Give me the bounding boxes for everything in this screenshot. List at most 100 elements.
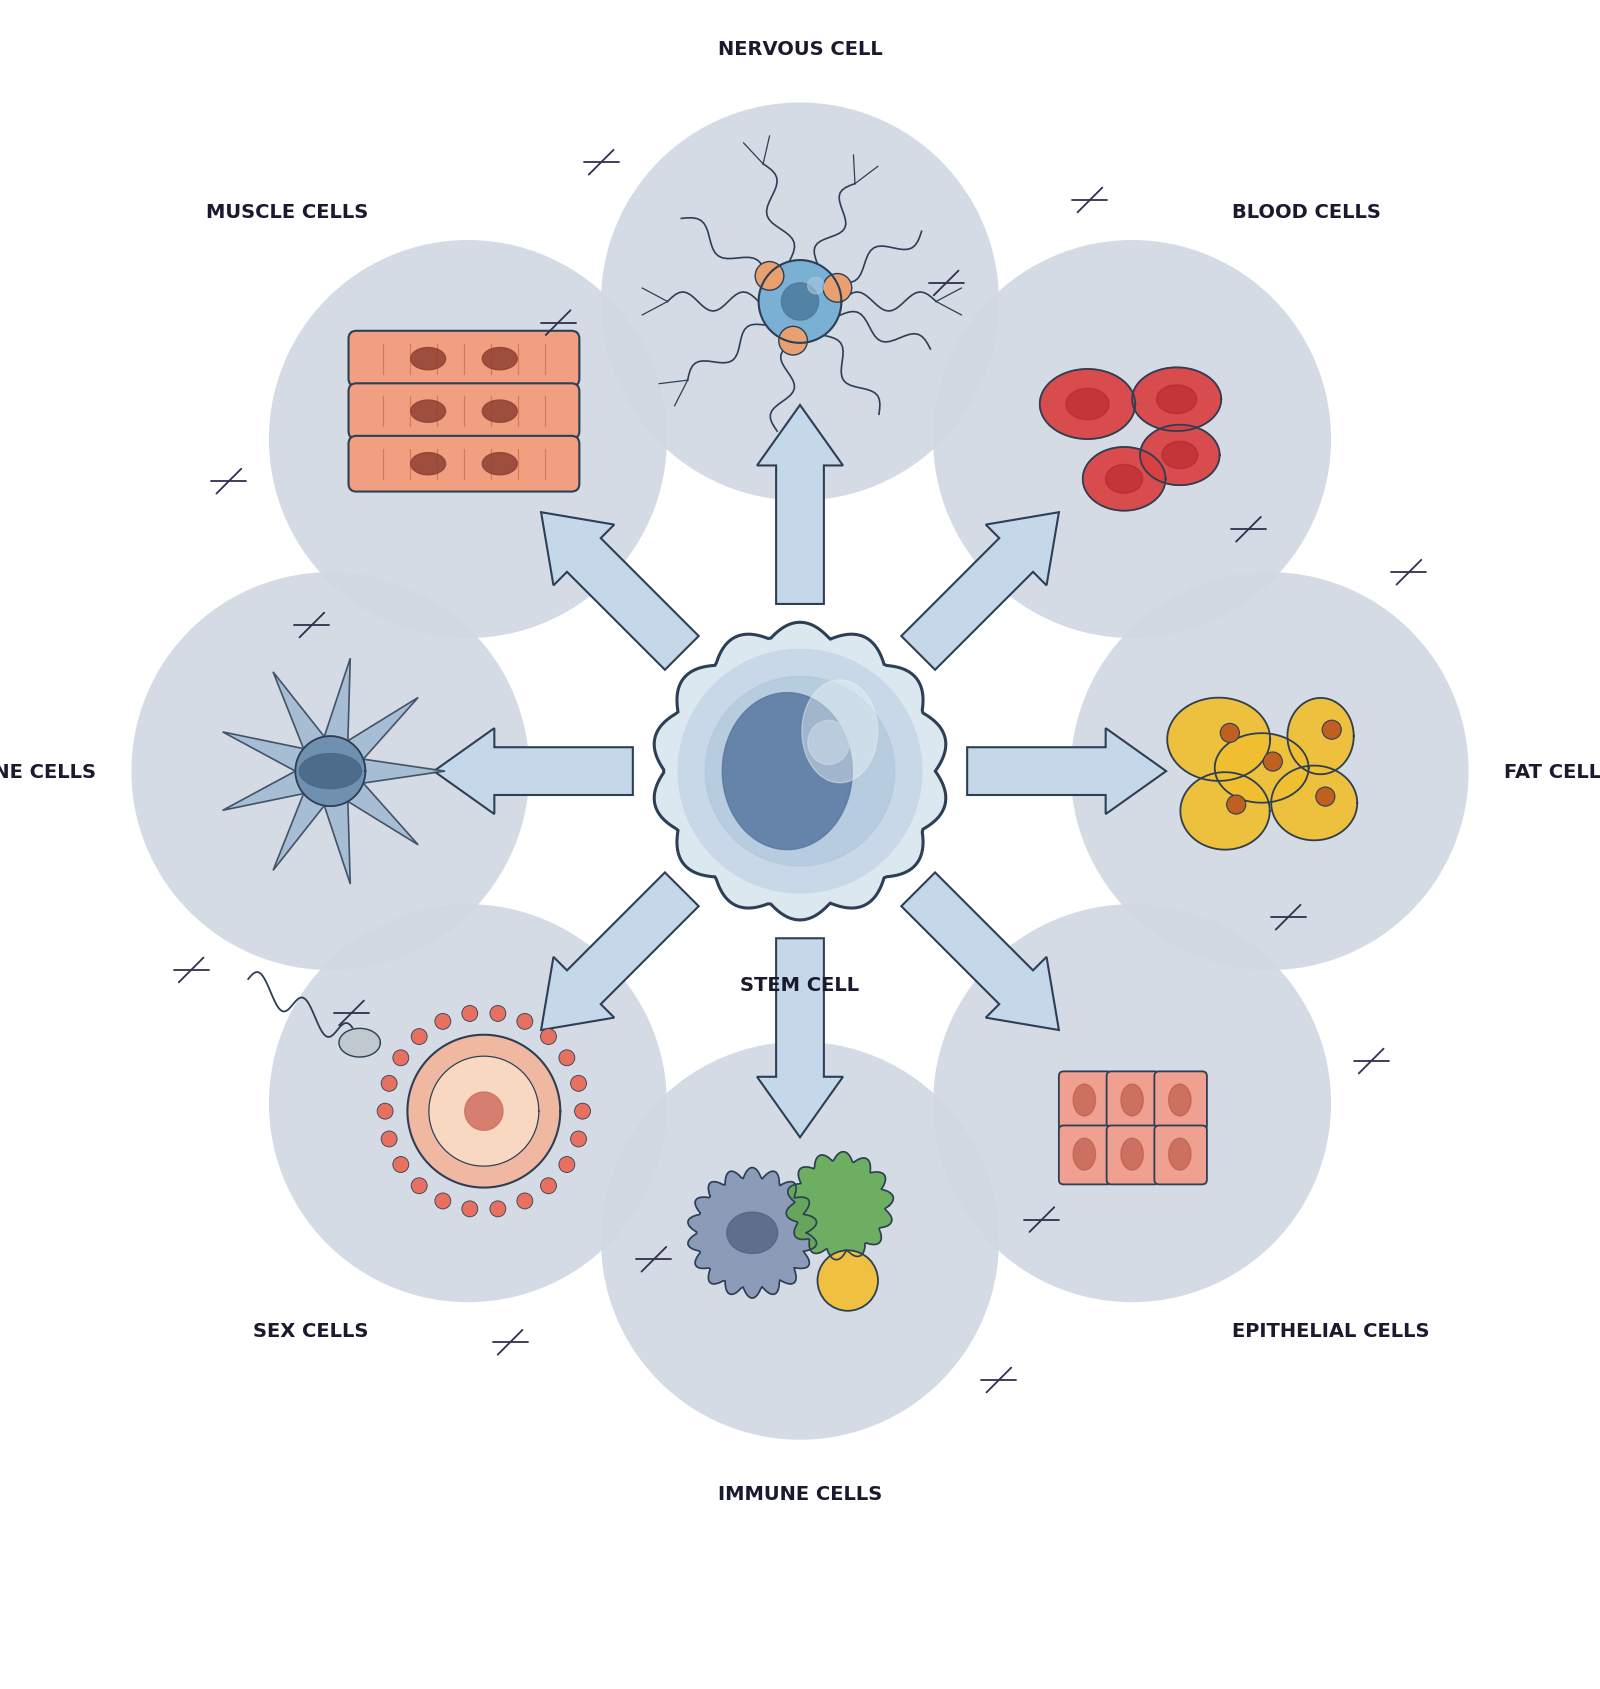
FancyBboxPatch shape bbox=[349, 436, 579, 491]
Circle shape bbox=[462, 1007, 478, 1022]
Polygon shape bbox=[901, 873, 1059, 1030]
Circle shape bbox=[822, 274, 851, 302]
Polygon shape bbox=[1040, 370, 1136, 439]
Text: ID 226832439 © VectorMine: ID 226832439 © VectorMine bbox=[1323, 1637, 1581, 1654]
Circle shape bbox=[933, 905, 1331, 1302]
Circle shape bbox=[411, 1179, 427, 1194]
Polygon shape bbox=[722, 692, 853, 850]
Polygon shape bbox=[706, 677, 894, 866]
FancyBboxPatch shape bbox=[349, 383, 579, 439]
Polygon shape bbox=[411, 400, 446, 422]
Polygon shape bbox=[1272, 767, 1357, 841]
Circle shape bbox=[381, 1076, 397, 1091]
Circle shape bbox=[435, 1192, 451, 1209]
Polygon shape bbox=[482, 400, 517, 422]
Circle shape bbox=[571, 1132, 587, 1147]
Polygon shape bbox=[786, 1152, 893, 1260]
Circle shape bbox=[933, 242, 1331, 638]
Text: STEM CELL: STEM CELL bbox=[741, 975, 859, 995]
Text: dreamstime.com: dreamstime.com bbox=[19, 1637, 171, 1654]
Circle shape bbox=[435, 1013, 451, 1030]
Circle shape bbox=[541, 1029, 557, 1045]
Circle shape bbox=[602, 1042, 998, 1441]
Polygon shape bbox=[757, 939, 843, 1138]
FancyBboxPatch shape bbox=[1154, 1127, 1206, 1184]
Polygon shape bbox=[1181, 774, 1270, 850]
Circle shape bbox=[1227, 796, 1246, 814]
Polygon shape bbox=[1141, 426, 1219, 486]
Polygon shape bbox=[678, 650, 922, 893]
Circle shape bbox=[1070, 573, 1469, 971]
Polygon shape bbox=[222, 659, 445, 885]
Polygon shape bbox=[339, 1029, 381, 1057]
Text: MUSCLE CELLS: MUSCLE CELLS bbox=[206, 203, 368, 221]
Circle shape bbox=[517, 1013, 533, 1030]
Circle shape bbox=[131, 573, 530, 971]
Polygon shape bbox=[1122, 1138, 1144, 1170]
Polygon shape bbox=[464, 1093, 502, 1130]
Circle shape bbox=[490, 1007, 506, 1022]
Circle shape bbox=[411, 1029, 427, 1045]
FancyBboxPatch shape bbox=[1059, 1127, 1112, 1184]
FancyBboxPatch shape bbox=[1059, 1073, 1112, 1130]
Circle shape bbox=[1264, 753, 1282, 772]
Polygon shape bbox=[541, 513, 699, 671]
Polygon shape bbox=[1288, 699, 1354, 775]
Polygon shape bbox=[808, 721, 850, 765]
Polygon shape bbox=[757, 405, 843, 605]
Circle shape bbox=[269, 242, 667, 638]
Polygon shape bbox=[482, 348, 517, 370]
Polygon shape bbox=[1083, 448, 1165, 512]
Circle shape bbox=[517, 1192, 533, 1209]
Polygon shape bbox=[758, 260, 842, 343]
Circle shape bbox=[558, 1157, 574, 1172]
Polygon shape bbox=[411, 348, 446, 370]
Circle shape bbox=[779, 328, 808, 356]
Polygon shape bbox=[541, 873, 699, 1030]
Polygon shape bbox=[1133, 368, 1221, 432]
Circle shape bbox=[602, 103, 998, 502]
Circle shape bbox=[541, 1179, 557, 1194]
Circle shape bbox=[394, 1051, 408, 1066]
Circle shape bbox=[571, 1076, 587, 1091]
Polygon shape bbox=[408, 1035, 560, 1187]
Text: BONE CELLS: BONE CELLS bbox=[0, 762, 96, 780]
Polygon shape bbox=[1074, 1084, 1096, 1116]
FancyBboxPatch shape bbox=[349, 331, 579, 387]
Circle shape bbox=[1322, 721, 1341, 740]
Polygon shape bbox=[901, 513, 1059, 671]
Polygon shape bbox=[966, 728, 1166, 814]
Circle shape bbox=[1315, 787, 1334, 807]
Polygon shape bbox=[1122, 1084, 1144, 1116]
Polygon shape bbox=[1168, 1084, 1190, 1116]
Polygon shape bbox=[1157, 385, 1197, 414]
Polygon shape bbox=[802, 681, 878, 784]
Circle shape bbox=[574, 1103, 590, 1120]
Polygon shape bbox=[299, 755, 362, 789]
Polygon shape bbox=[296, 736, 365, 807]
Polygon shape bbox=[726, 1213, 778, 1253]
Polygon shape bbox=[429, 1057, 539, 1167]
Circle shape bbox=[394, 1157, 408, 1172]
Polygon shape bbox=[482, 453, 517, 476]
Circle shape bbox=[381, 1132, 397, 1147]
Polygon shape bbox=[688, 1167, 816, 1299]
Circle shape bbox=[269, 905, 667, 1302]
Circle shape bbox=[818, 1250, 878, 1311]
Polygon shape bbox=[434, 728, 634, 814]
Polygon shape bbox=[1066, 388, 1109, 421]
Polygon shape bbox=[1168, 698, 1270, 782]
Circle shape bbox=[1221, 725, 1240, 743]
Text: SEX CELLS: SEX CELLS bbox=[253, 1321, 368, 1341]
Text: EPITHELIAL CELLS: EPITHELIAL CELLS bbox=[1232, 1321, 1429, 1341]
Text: BLOOD CELLS: BLOOD CELLS bbox=[1232, 203, 1381, 221]
Polygon shape bbox=[1106, 464, 1142, 493]
Polygon shape bbox=[808, 279, 824, 294]
Circle shape bbox=[755, 262, 784, 291]
FancyBboxPatch shape bbox=[1107, 1127, 1158, 1184]
Text: NERVOUS CELL: NERVOUS CELL bbox=[718, 41, 882, 59]
Polygon shape bbox=[1168, 1138, 1190, 1170]
Circle shape bbox=[378, 1103, 394, 1120]
Polygon shape bbox=[654, 623, 946, 921]
Polygon shape bbox=[411, 453, 446, 476]
